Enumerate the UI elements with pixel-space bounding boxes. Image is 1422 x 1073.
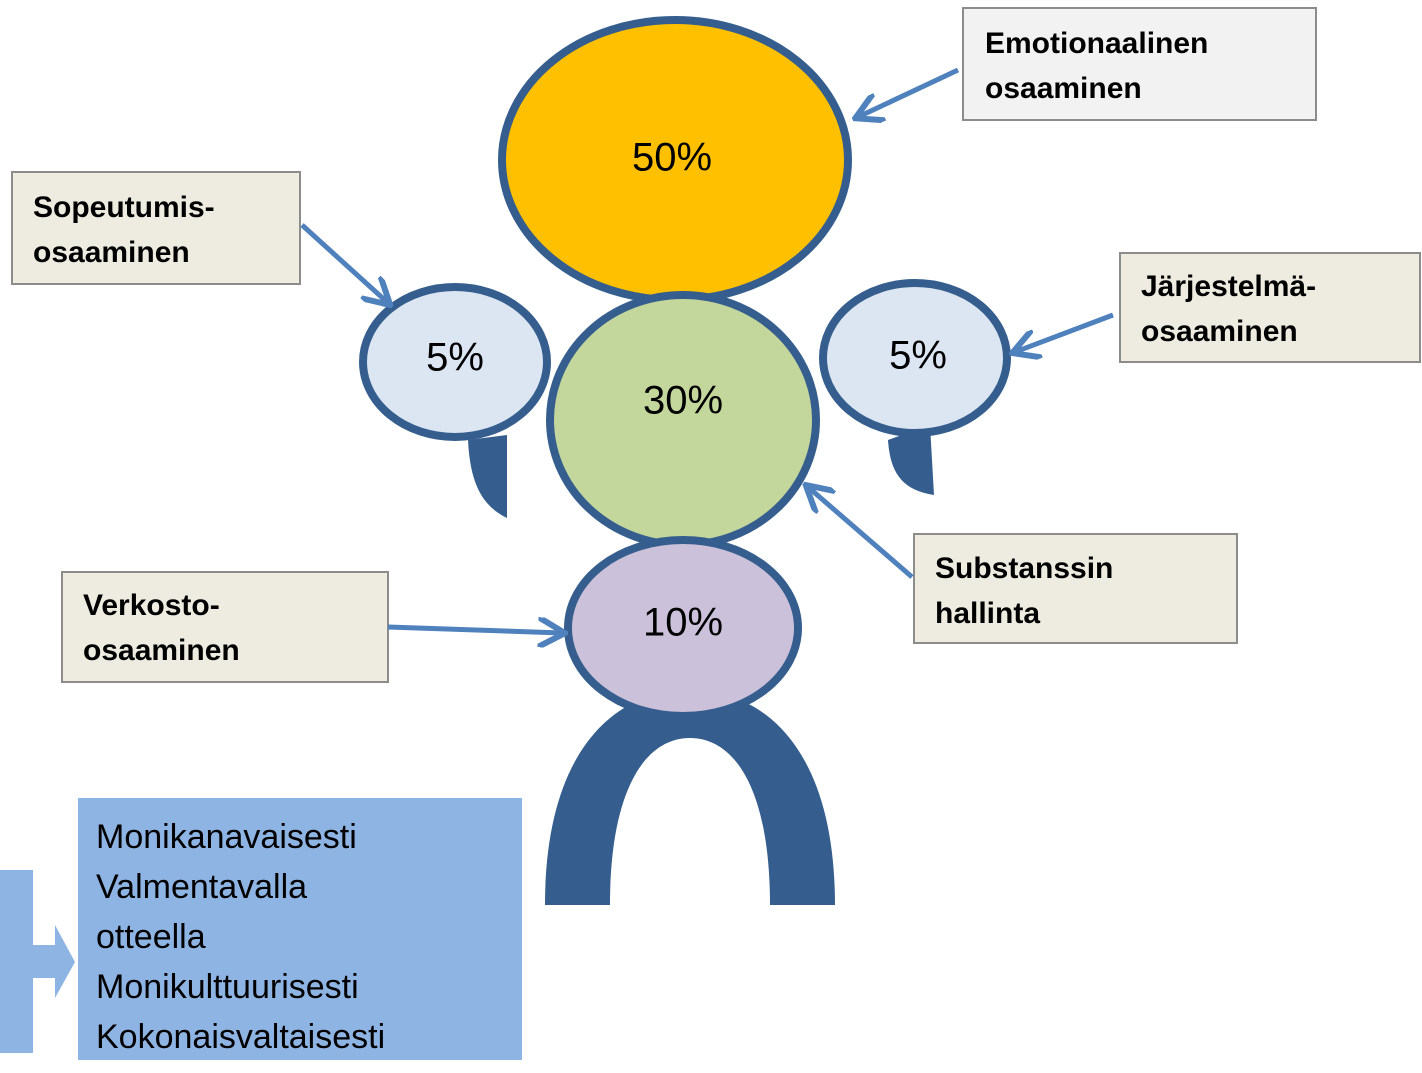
node-label: 30% (643, 379, 723, 423)
callout-text: Verkosto- (83, 589, 220, 622)
bubble-tail (468, 435, 507, 518)
callout-text: Emotionaalinen (985, 27, 1208, 60)
list-item: Monikulttuurisesti (96, 968, 359, 1006)
node-label: 5% (889, 334, 947, 378)
callout-text: hallinta (935, 597, 1040, 630)
callout-text: Sopeutumis- (33, 191, 215, 224)
legs (545, 690, 835, 905)
callout-text: osaaminen (33, 236, 190, 269)
callout-text: Substanssin (935, 552, 1113, 585)
list-item: otteella (96, 918, 206, 956)
list-item: Monikanavaisesti (96, 818, 357, 856)
arrow (302, 225, 388, 303)
arrow (1015, 315, 1113, 352)
arrow (388, 627, 562, 633)
diagram: 50% 5% 30% 5% 10% Emotionaalinen osaamin… (0, 0, 1422, 1073)
list-item: Kokonaisvaltaisesti (96, 1018, 385, 1056)
callout-text: osaaminen (83, 634, 240, 667)
callout-text: osaaminen (1141, 315, 1298, 348)
callout-text: Järjestelmä- (1141, 270, 1316, 303)
node-label: 5% (426, 336, 484, 380)
bracket-arrow (0, 870, 75, 1053)
node-label: 10% (643, 601, 723, 645)
callout-text: osaaminen (985, 72, 1142, 105)
arrow (808, 487, 912, 577)
arrow (858, 70, 958, 117)
node-label: 50% (632, 136, 712, 180)
list-item: Valmentavalla (96, 868, 307, 906)
